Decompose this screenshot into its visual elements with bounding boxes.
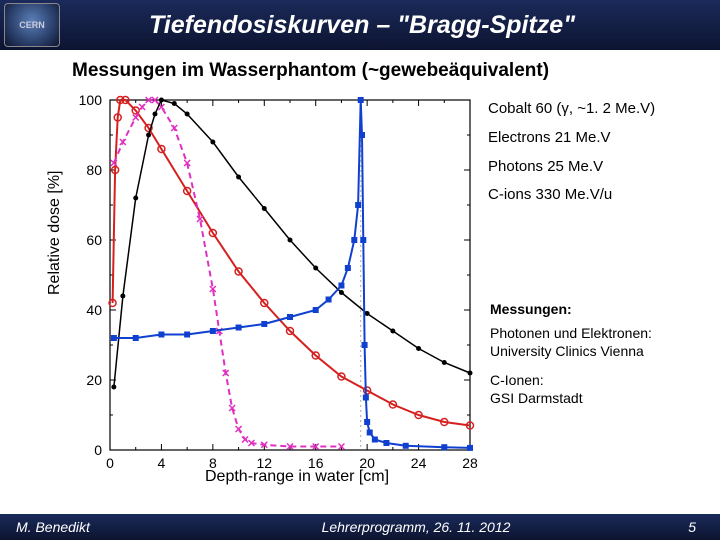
cern-logo: CERN [4, 3, 60, 47]
footer-author: M. Benedikt [16, 519, 196, 535]
legend-label: Cobalt 60 (γ, ~1. 2 Me.V) [488, 100, 655, 117]
legend-photons: Photons 25 Me.V [488, 158, 655, 177]
title-bar: CERN Tiefendosiskurven – "Bragg-Spitze" [0, 0, 720, 50]
measurements-block: Messungen: Photonen und Elektronen: Univ… [490, 300, 652, 417]
svg-text:20: 20 [86, 372, 102, 388]
svg-text:100: 100 [79, 92, 103, 108]
legend-cions: C-ions 330 Me.V/u [488, 186, 655, 205]
x-axis-label: Depth-range in water [cm] [205, 468, 389, 486]
svg-text:0: 0 [106, 455, 114, 471]
legend-label: Electrons 21 Me.V [488, 129, 611, 146]
subtitle: Messungen im Wasserphantom (~gewebeäquiv… [72, 60, 720, 82]
svg-text:28: 28 [462, 455, 478, 471]
text: Photonen und Elektronen: [490, 324, 652, 342]
legend-label: C-ions 330 Me.V/u [488, 186, 612, 203]
legend-label: Photons 25 Me.V [488, 158, 603, 175]
svg-text:80: 80 [86, 162, 102, 178]
footer-page: 5 [636, 519, 696, 535]
svg-text:60: 60 [86, 232, 102, 248]
text: GSI Darmstadt [490, 389, 652, 407]
svg-text:24: 24 [411, 455, 427, 471]
footer-center: Lehrerprogramm, 26. 11. 2012 [196, 519, 636, 535]
measurements-heading: Messungen: [490, 300, 652, 318]
svg-text:0: 0 [94, 442, 102, 458]
svg-text:40: 40 [86, 302, 102, 318]
legend-cobalt60: Cobalt 60 (γ, ~1. 2 Me.V) [488, 100, 655, 119]
text: C-Ionen: [490, 371, 652, 389]
svg-text:4: 4 [158, 455, 166, 471]
measurements-photons: Photonen und Elektronen: University Clin… [490, 324, 652, 360]
measurements-cions: C-Ionen: GSI Darmstadt [490, 371, 652, 407]
legend-electrons: Electrons 21 Me.V [488, 129, 655, 148]
text: University Clinics Vienna [490, 342, 652, 360]
chart-legend: Cobalt 60 (γ, ~1. 2 Me.V) Electrons 21 M… [488, 100, 655, 215]
y-axis-label: Relative dose [%] [46, 170, 64, 295]
slide-title: Tiefendosiskurven – "Bragg-Spitze" [60, 11, 720, 40]
chart-area: 0481216202428020406080100 Relative dose … [50, 90, 700, 490]
footer-bar: M. Benedikt Lehrerprogramm, 26. 11. 2012… [0, 514, 720, 540]
